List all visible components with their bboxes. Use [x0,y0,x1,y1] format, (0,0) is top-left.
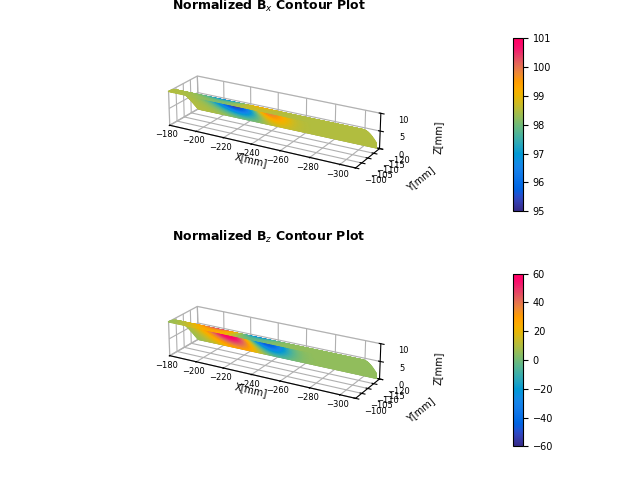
Y-axis label: Y[mm]: Y[mm] [404,165,436,193]
Y-axis label: Y[mm]: Y[mm] [404,396,436,424]
X-axis label: X[mm]: X[mm] [234,151,269,168]
X-axis label: X[mm]: X[mm] [234,381,269,398]
Title: Normalized B$_z$ Contour Plot: Normalized B$_z$ Contour Plot [172,228,366,245]
Title: Normalized B$_x$ Contour Plot: Normalized B$_x$ Contour Plot [172,0,366,14]
